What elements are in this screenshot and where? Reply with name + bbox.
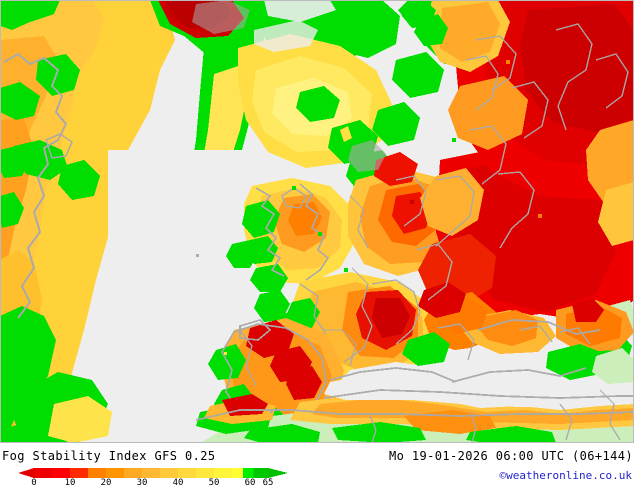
field-green-nw4 [14, 140, 68, 180]
coastline-iberia-n [239, 319, 272, 341]
field-green-nw7 [58, 160, 100, 200]
colorbar-swatch [52, 468, 70, 478]
field-green-atlantic-ire [226, 240, 258, 268]
field-yellow-nw-low [48, 396, 112, 443]
sea-atlantic2 [108, 150, 200, 340]
colorbar-swatch [178, 468, 196, 478]
field-orange-finland [440, 2, 500, 62]
field-green-africa3 [466, 426, 556, 443]
colorbar-swatch [88, 468, 106, 478]
colorbar-tick-labels: 0 10 20 30 40 50 60 65 [12, 478, 312, 489]
field-yellow-island [340, 126, 352, 142]
field-green-finland2 [402, 0, 436, 28]
colorbar-tick-label: 65 [262, 478, 274, 488]
colorbar-tick-label: 10 [64, 478, 76, 488]
colorbar-swatch [70, 468, 88, 478]
field-green-nw6 [36, 54, 80, 96]
field-red-iberia-n [246, 320, 294, 358]
colorbar-swatches [34, 468, 268, 478]
coastline-mediterranean [195, 319, 634, 421]
field-green-nw10 [0, 424, 30, 443]
field-deepred-alps [372, 298, 410, 338]
colorbar-swatch [34, 468, 52, 478]
colorbar-left-arrow [18, 468, 34, 478]
field-orange-baltics [448, 76, 528, 150]
colorbar-swatch [106, 468, 124, 478]
colorbar-swatch [160, 468, 178, 478]
colorbar-swatch [214, 468, 232, 478]
colorbar-svg [18, 468, 288, 478]
colorbar-tick-label: 40 [172, 478, 184, 488]
field-green-africa2 [244, 424, 320, 443]
field-green-italy-s [402, 332, 450, 366]
footer-panel: Fog Stability Index GFS 0.25 Mo 19-01-20… [0, 443, 634, 490]
colorbar-swatch [253, 468, 268, 478]
colorbar-tick-label: 0 [31, 478, 37, 488]
field-green-biscay3 [254, 290, 290, 322]
field-speckles [196, 60, 542, 413]
field-green-nw5 [0, 192, 24, 228]
field-green-ireland [242, 200, 280, 238]
fog-stability-index-map[interactable] [0, 0, 634, 443]
sea-norwegian [264, 0, 336, 22]
colorbar-tick-label: 50 [208, 478, 220, 488]
field-red-turkey [572, 298, 604, 322]
forecast-datetime: Mo 19-01-2026 06:00 UTC (06+144) [389, 449, 633, 463]
field-green-africa1 [332, 422, 426, 443]
field-orange-greece [478, 310, 538, 346]
field-amber-ural [598, 182, 634, 246]
colorbar-swatch [232, 468, 243, 478]
field-green-sw-england [250, 264, 288, 292]
field-orange-ural [586, 120, 634, 206]
colorbar-right-arrow [268, 468, 288, 478]
country-borders [239, 23, 629, 443]
field-green-nw1 [0, 0, 60, 30]
field-red-italy [418, 282, 466, 318]
map-panel[interactable] [0, 0, 634, 443]
sea-norwegian2 [254, 20, 318, 52]
field-green-nw2 [0, 82, 40, 120]
field-green-scand1 [296, 86, 340, 122]
colorbar-tick-label: 60 [244, 478, 256, 488]
colorbar-swatch [124, 468, 142, 478]
legend-colorbar: 0 10 20 30 40 50 60 65 [12, 467, 312, 489]
sea-westmed [342, 362, 452, 392]
field-orange-africa [312, 398, 634, 424]
coastline-greenland [3, 52, 68, 319]
field-green-scand5 [392, 52, 444, 98]
copyright-link[interactable]: ©weatheronline.co.uk [499, 469, 632, 482]
coastline-ireland [255, 187, 285, 277]
field-green-scand4 [372, 102, 420, 146]
page-title: Fog Stability Index GFS 0.25 [2, 449, 216, 463]
colorbar-tick-label: 30 [136, 478, 148, 488]
colorbar-swatch [196, 468, 214, 478]
colorbar-swatch [142, 468, 160, 478]
coastline-greenland-inlet [45, 133, 73, 159]
coastline-iceland [192, 0, 250, 34]
field-palegreen-levant [592, 348, 634, 384]
colorbar-swatch [242, 468, 254, 478]
field-green-turkey-s [546, 344, 606, 380]
coastline-denmark [348, 140, 386, 172]
field-green-nw8 [0, 306, 56, 443]
field-red-iberia-s [286, 366, 322, 400]
colorbar-tick-label: 20 [100, 478, 112, 488]
